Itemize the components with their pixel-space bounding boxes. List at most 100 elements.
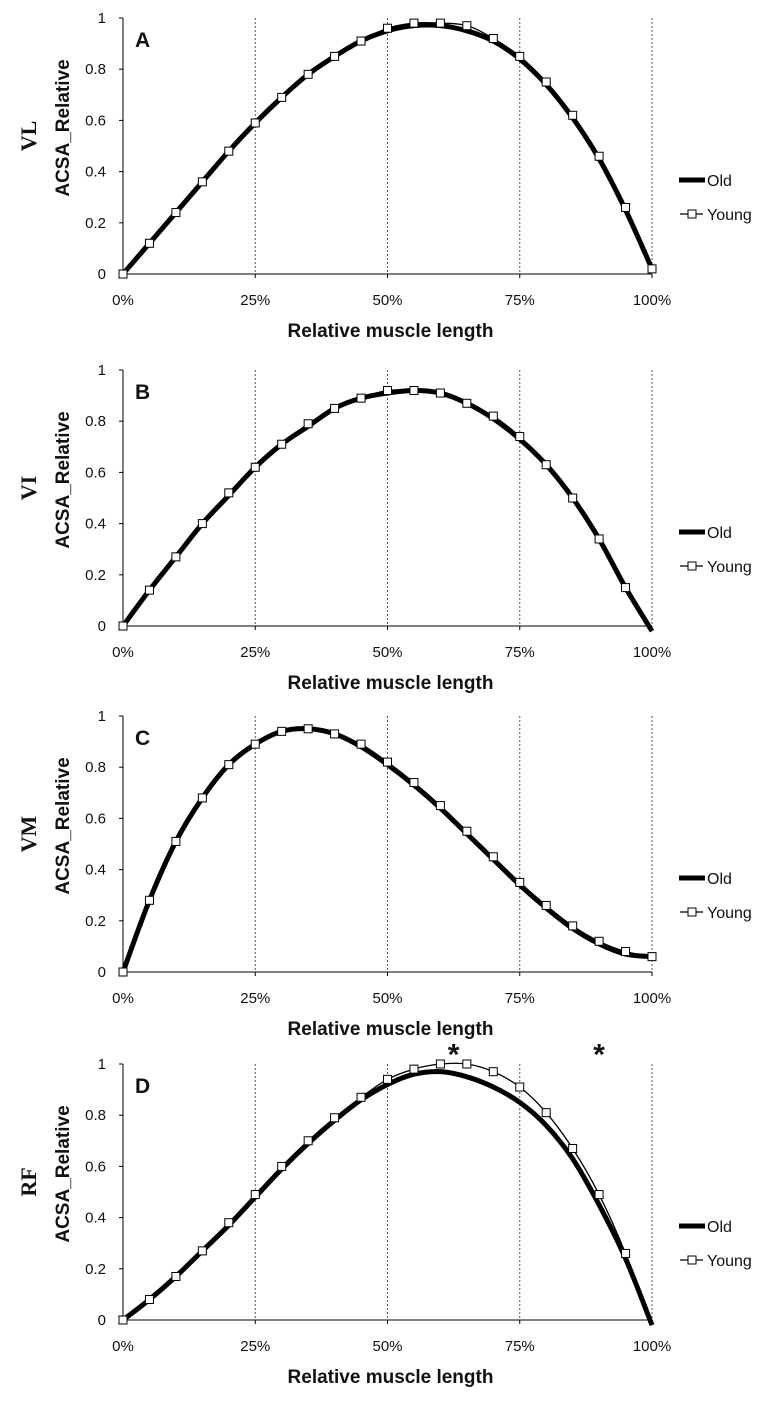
x-tick-label: 75% bbox=[505, 644, 535, 661]
data-point-young bbox=[568, 921, 578, 931]
y-tick-label: 0.8 bbox=[85, 413, 106, 430]
data-point-young bbox=[621, 202, 631, 212]
x-axis-title: Relative muscle length bbox=[288, 1367, 494, 1388]
data-point-young bbox=[568, 110, 578, 120]
data-point-young bbox=[171, 208, 181, 218]
data-point-young bbox=[647, 952, 657, 962]
data-point-young bbox=[383, 23, 392, 33]
y-tick-label: 0.6 bbox=[85, 810, 106, 827]
data-point-young bbox=[462, 826, 472, 836]
data-point-young bbox=[250, 739, 260, 749]
y-tick-label: 0.4 bbox=[85, 1210, 106, 1227]
y-tick-label: 0.6 bbox=[85, 1158, 106, 1175]
data-point-young bbox=[488, 33, 498, 43]
panel-b: 0 0.2 0.4 0.6 0.8 1 0% 25% 50% 75% 100% Relative mu… bbox=[16, 362, 752, 694]
legend-label-old: Old bbox=[707, 525, 732, 542]
data-point-young bbox=[488, 852, 498, 862]
data-point-young bbox=[356, 36, 366, 46]
significance-asterisk: * bbox=[593, 1039, 605, 1072]
y-tick-label: 0 bbox=[98, 266, 106, 283]
legend-label-old: Old bbox=[707, 1219, 732, 1236]
data-point-young bbox=[568, 493, 578, 503]
x-tick-label: 25% bbox=[240, 644, 270, 661]
x-tick-label: 75% bbox=[505, 990, 535, 1007]
data-point-young bbox=[515, 877, 525, 887]
data-point-young bbox=[621, 947, 631, 957]
data-point-young bbox=[277, 1161, 287, 1171]
panel-c: 0 0.2 0.4 0.6 0.8 1 0% 25% 50% 75% 100% Relative mu… bbox=[16, 708, 752, 1040]
data-point-young bbox=[197, 793, 207, 803]
data-point-young bbox=[621, 583, 631, 593]
legend-label-old: Old bbox=[707, 871, 732, 888]
data-point-young bbox=[594, 151, 604, 161]
data-point-young bbox=[330, 729, 340, 739]
data-point-young bbox=[621, 1248, 631, 1258]
data-point-young bbox=[224, 488, 234, 498]
data-point-young bbox=[515, 1082, 525, 1092]
x-tick-label: 75% bbox=[505, 292, 535, 309]
y-axis-title: ACSA_Relative bbox=[53, 1105, 74, 1242]
y-axis-title: ACSA_Relative bbox=[53, 411, 74, 548]
legend-label-young: Young bbox=[707, 905, 752, 922]
y-tick-label: 0.2 bbox=[85, 215, 106, 232]
data-point-young bbox=[435, 18, 445, 28]
data-point-young bbox=[118, 621, 128, 631]
data-point-young bbox=[144, 895, 154, 905]
data-point-young bbox=[303, 1136, 313, 1146]
data-point-young bbox=[250, 118, 260, 128]
x-tick-label: 25% bbox=[240, 292, 270, 309]
data-point-young bbox=[144, 585, 154, 595]
x-tick-label: 0% bbox=[112, 1338, 134, 1355]
x-tick-label: 0% bbox=[112, 292, 134, 309]
legend-label-young: Young bbox=[707, 1253, 752, 1270]
data-point-young bbox=[250, 1190, 260, 1200]
x-tick-label: 0% bbox=[112, 990, 134, 1007]
y-tick-label: 0.4 bbox=[85, 516, 106, 533]
data-point-young bbox=[383, 1074, 392, 1084]
data-point-young bbox=[541, 900, 551, 910]
panel-letter: B bbox=[135, 381, 150, 404]
y-tick-label: 0.8 bbox=[85, 61, 106, 78]
legend-marker-young bbox=[687, 561, 697, 571]
y-axis-title: ACSA_Relative bbox=[53, 59, 74, 196]
x-tick-label: 100% bbox=[633, 644, 671, 661]
data-point-young bbox=[594, 1190, 604, 1200]
data-point-young bbox=[568, 1143, 578, 1153]
data-point-young bbox=[647, 264, 657, 274]
panel-letter: C bbox=[135, 727, 150, 750]
data-point-young bbox=[409, 385, 419, 395]
legend-label-young: Young bbox=[707, 207, 752, 224]
x-tick-label: 50% bbox=[372, 990, 402, 1007]
y-tick-label: 0.4 bbox=[85, 164, 106, 181]
series-line-young bbox=[122, 21, 653, 275]
data-point-young bbox=[435, 1059, 445, 1069]
data-point-young bbox=[303, 69, 313, 79]
x-tick-label: 100% bbox=[633, 990, 671, 1007]
data-point-young bbox=[197, 1246, 207, 1256]
y-tick-label: 0.2 bbox=[85, 913, 106, 930]
y-tick-label: 0 bbox=[98, 618, 106, 635]
data-point-young bbox=[383, 757, 392, 767]
data-point-young bbox=[144, 1295, 154, 1305]
muscle-label: VM bbox=[16, 815, 41, 852]
legend-marker-young bbox=[687, 1255, 697, 1265]
data-point-young bbox=[409, 1064, 419, 1074]
y-tick-label: 1 bbox=[98, 362, 106, 379]
x-tick-label: 50% bbox=[372, 1338, 402, 1355]
panel-d: 0 0.2 0.4 0.6 0.8 1 0% 25% 50% 75% 100% Relative mu… bbox=[16, 1039, 752, 1388]
data-point-young bbox=[515, 51, 525, 61]
data-point-young bbox=[435, 388, 445, 398]
y-tick-label: 0.2 bbox=[85, 567, 106, 584]
panel-a: 0 0.2 0.4 0.6 0.8 1 0% 25% 50% 75% 100% Relative mu… bbox=[16, 10, 752, 342]
x-tick-label: 25% bbox=[240, 1338, 270, 1355]
significance-asterisk: * bbox=[448, 1039, 460, 1072]
data-point-young bbox=[356, 1092, 366, 1102]
data-point-young bbox=[541, 77, 551, 87]
data-point-young bbox=[118, 1315, 128, 1325]
x-axis-title: Relative muscle length bbox=[288, 1019, 494, 1040]
legend-marker-young bbox=[687, 209, 697, 219]
data-point-young bbox=[144, 238, 154, 248]
data-point-young bbox=[224, 146, 234, 156]
data-point-young bbox=[488, 411, 498, 421]
